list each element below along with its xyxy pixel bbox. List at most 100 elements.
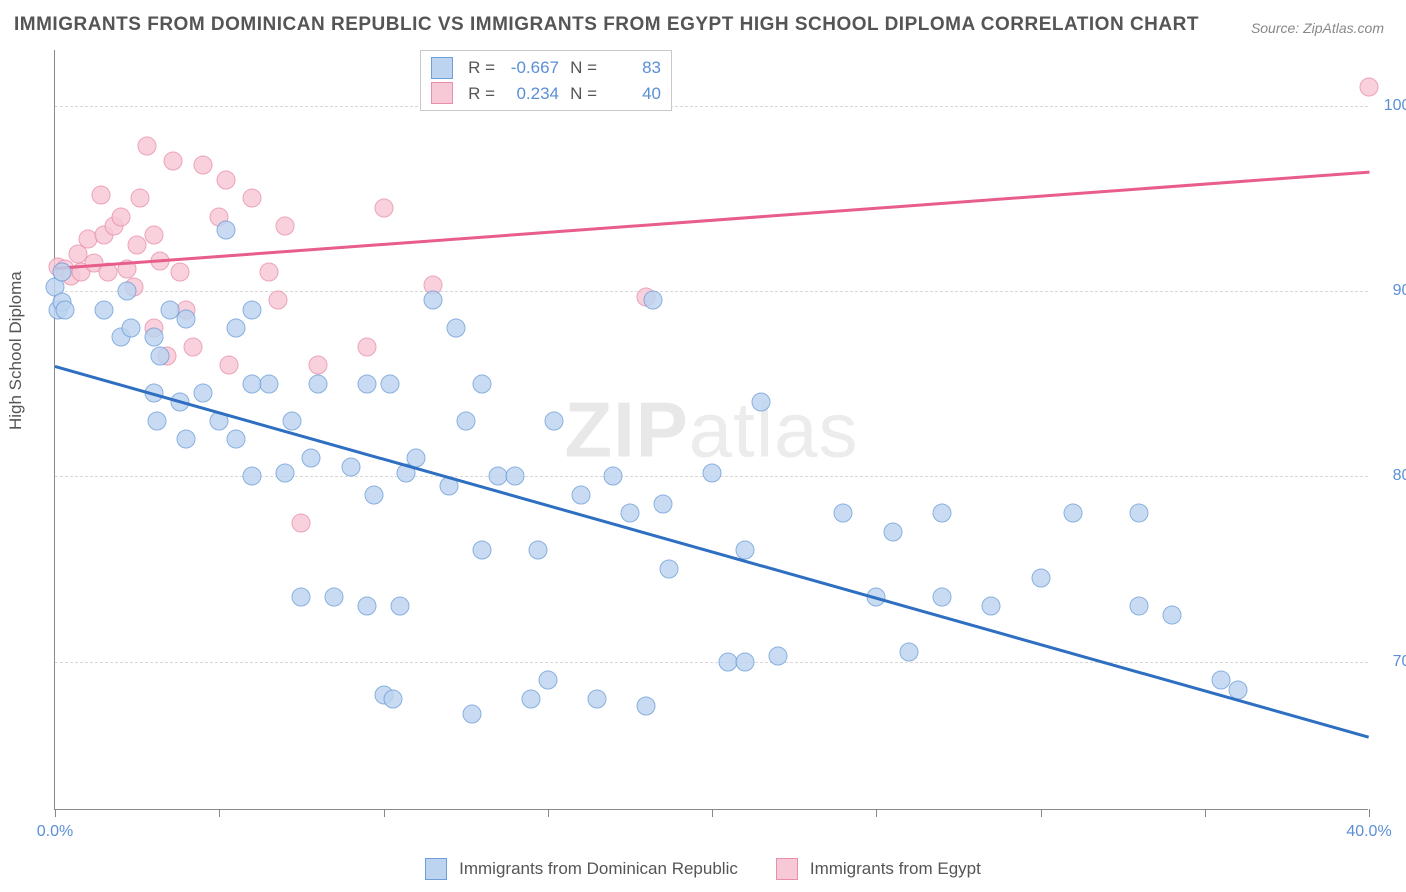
data-point-pink [216, 170, 235, 189]
legend-item-blue: Immigrants from Dominican Republic [425, 858, 738, 880]
data-point-blue [243, 467, 262, 486]
data-point-pink [183, 337, 202, 356]
x-tick [384, 809, 385, 817]
data-point-blue [505, 467, 524, 486]
trendline-blue [55, 365, 1370, 738]
data-point-blue [55, 300, 74, 319]
x-tick [219, 809, 220, 817]
data-point-pink [131, 189, 150, 208]
legend-label-blue: Immigrants from Dominican Republic [459, 859, 738, 879]
data-point-blue [216, 220, 235, 239]
x-tick [1041, 809, 1042, 817]
swatch-blue [431, 57, 453, 79]
data-point-pink [269, 291, 288, 310]
y-axis-title: High School Diploma [6, 271, 26, 430]
data-point-pink [1360, 78, 1379, 97]
y-tick-label: 70.0% [1378, 653, 1406, 671]
x-tick [876, 809, 877, 817]
watermark: ZIPatlas [564, 384, 858, 475]
data-point-blue [292, 587, 311, 606]
data-point-blue [364, 485, 383, 504]
data-point-blue [381, 374, 400, 393]
data-point-pink [164, 152, 183, 171]
r-label: R = [463, 55, 495, 81]
data-point-blue [637, 697, 656, 716]
data-point-blue [144, 328, 163, 347]
data-point-blue [193, 383, 212, 402]
data-point-blue [932, 587, 951, 606]
data-point-blue [282, 411, 301, 430]
data-point-blue [834, 504, 853, 523]
source-label: Source: ZipAtlas.com [1251, 20, 1384, 36]
data-point-blue [703, 463, 722, 482]
data-point-blue [752, 393, 771, 412]
data-point-blue [390, 597, 409, 616]
gridline [55, 106, 1368, 107]
data-point-blue [1031, 569, 1050, 588]
swatch-blue [425, 858, 447, 880]
data-point-blue [528, 541, 547, 560]
data-point-blue [259, 374, 278, 393]
data-point-pink [170, 263, 189, 282]
data-point-pink [144, 226, 163, 245]
data-point-blue [226, 319, 245, 338]
data-point-pink [111, 207, 130, 226]
data-point-blue [735, 652, 754, 671]
data-point-blue [463, 704, 482, 723]
data-point-blue [302, 448, 321, 467]
data-point-blue [325, 587, 344, 606]
data-point-pink [275, 217, 294, 236]
data-point-blue [358, 374, 377, 393]
data-point-blue [1064, 504, 1083, 523]
x-tick-label: 0.0% [37, 823, 73, 841]
trendline-pink [55, 170, 1369, 269]
chart-plot-area: ZIPatlas 70.0%80.0%90.0%100.0%0.0%40.0% [54, 50, 1368, 810]
data-point-blue [653, 495, 672, 514]
data-point-blue [932, 504, 951, 523]
data-point-pink [193, 155, 212, 174]
data-point-blue [545, 411, 564, 430]
y-tick-label: 100.0% [1378, 97, 1406, 115]
data-point-blue [1162, 606, 1181, 625]
r-value-blue: -0.667 [501, 55, 559, 81]
data-point-pink [308, 356, 327, 375]
data-point-blue [358, 597, 377, 616]
data-point-blue [522, 689, 541, 708]
data-point-blue [341, 458, 360, 477]
x-tick [548, 809, 549, 817]
bottom-legend: Immigrants from Dominican Republic Immig… [0, 858, 1406, 880]
data-point-blue [604, 467, 623, 486]
data-point-blue [243, 300, 262, 319]
data-point-blue [456, 411, 475, 430]
data-point-blue [538, 671, 557, 690]
r-value-pink: 0.234 [501, 81, 559, 107]
data-point-blue [883, 522, 902, 541]
legend-label-pink: Immigrants from Egypt [810, 859, 981, 879]
y-tick-label: 90.0% [1378, 282, 1406, 300]
stats-row-pink: R = 0.234 N = 40 [431, 81, 661, 107]
gridline [55, 662, 1368, 663]
data-point-blue [308, 374, 327, 393]
data-point-blue [52, 263, 71, 282]
x-tick [1369, 809, 1370, 817]
data-point-blue [982, 597, 1001, 616]
gridline [55, 291, 1368, 292]
n-value-blue: 83 [603, 55, 661, 81]
data-point-blue [423, 291, 442, 310]
data-point-blue [147, 411, 166, 430]
data-point-blue [571, 485, 590, 504]
data-point-blue [384, 689, 403, 708]
x-tick-label: 40.0% [1346, 823, 1391, 841]
stats-legend-box: R = -0.667 N = 83 R = 0.234 N = 40 [420, 50, 672, 111]
data-point-blue [177, 309, 196, 328]
data-point-blue [446, 319, 465, 338]
data-point-blue [118, 281, 137, 300]
data-point-blue [177, 430, 196, 449]
swatch-pink [776, 858, 798, 880]
data-point-blue [660, 560, 679, 579]
data-point-blue [226, 430, 245, 449]
x-tick [55, 809, 56, 817]
data-point-blue [620, 504, 639, 523]
data-point-pink [374, 198, 393, 217]
data-point-blue [121, 319, 140, 338]
